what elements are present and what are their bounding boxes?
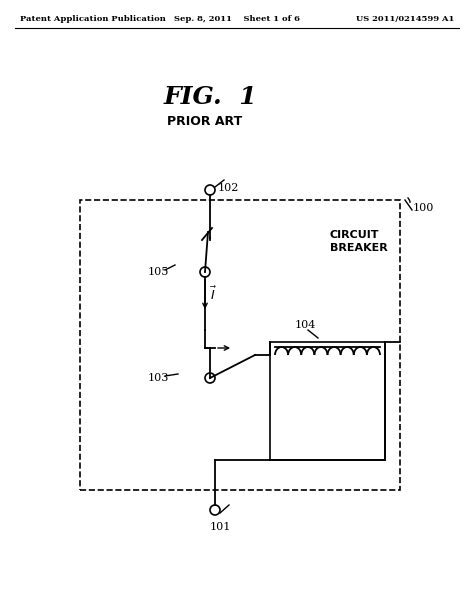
Text: 100: 100 bbox=[413, 203, 434, 213]
Text: 104: 104 bbox=[295, 320, 316, 330]
Text: CIRCUIT
BREAKER: CIRCUIT BREAKER bbox=[330, 230, 388, 253]
Text: $\vec{I}$: $\vec{I}$ bbox=[210, 285, 218, 302]
Text: US 2011/0214599 A1: US 2011/0214599 A1 bbox=[356, 15, 454, 23]
Text: FIG.  1: FIG. 1 bbox=[163, 85, 257, 109]
Bar bbox=[80, 200, 400, 490]
Text: 103: 103 bbox=[148, 373, 169, 383]
Text: Sep. 8, 2011    Sheet 1 of 6: Sep. 8, 2011 Sheet 1 of 6 bbox=[174, 15, 300, 23]
Bar bbox=[270, 342, 385, 460]
Text: Patent Application Publication: Patent Application Publication bbox=[20, 15, 166, 23]
Text: 102: 102 bbox=[218, 183, 239, 193]
Text: 101: 101 bbox=[210, 522, 231, 532]
Text: PRIOR ART: PRIOR ART bbox=[167, 115, 243, 128]
Text: 105: 105 bbox=[148, 267, 169, 277]
